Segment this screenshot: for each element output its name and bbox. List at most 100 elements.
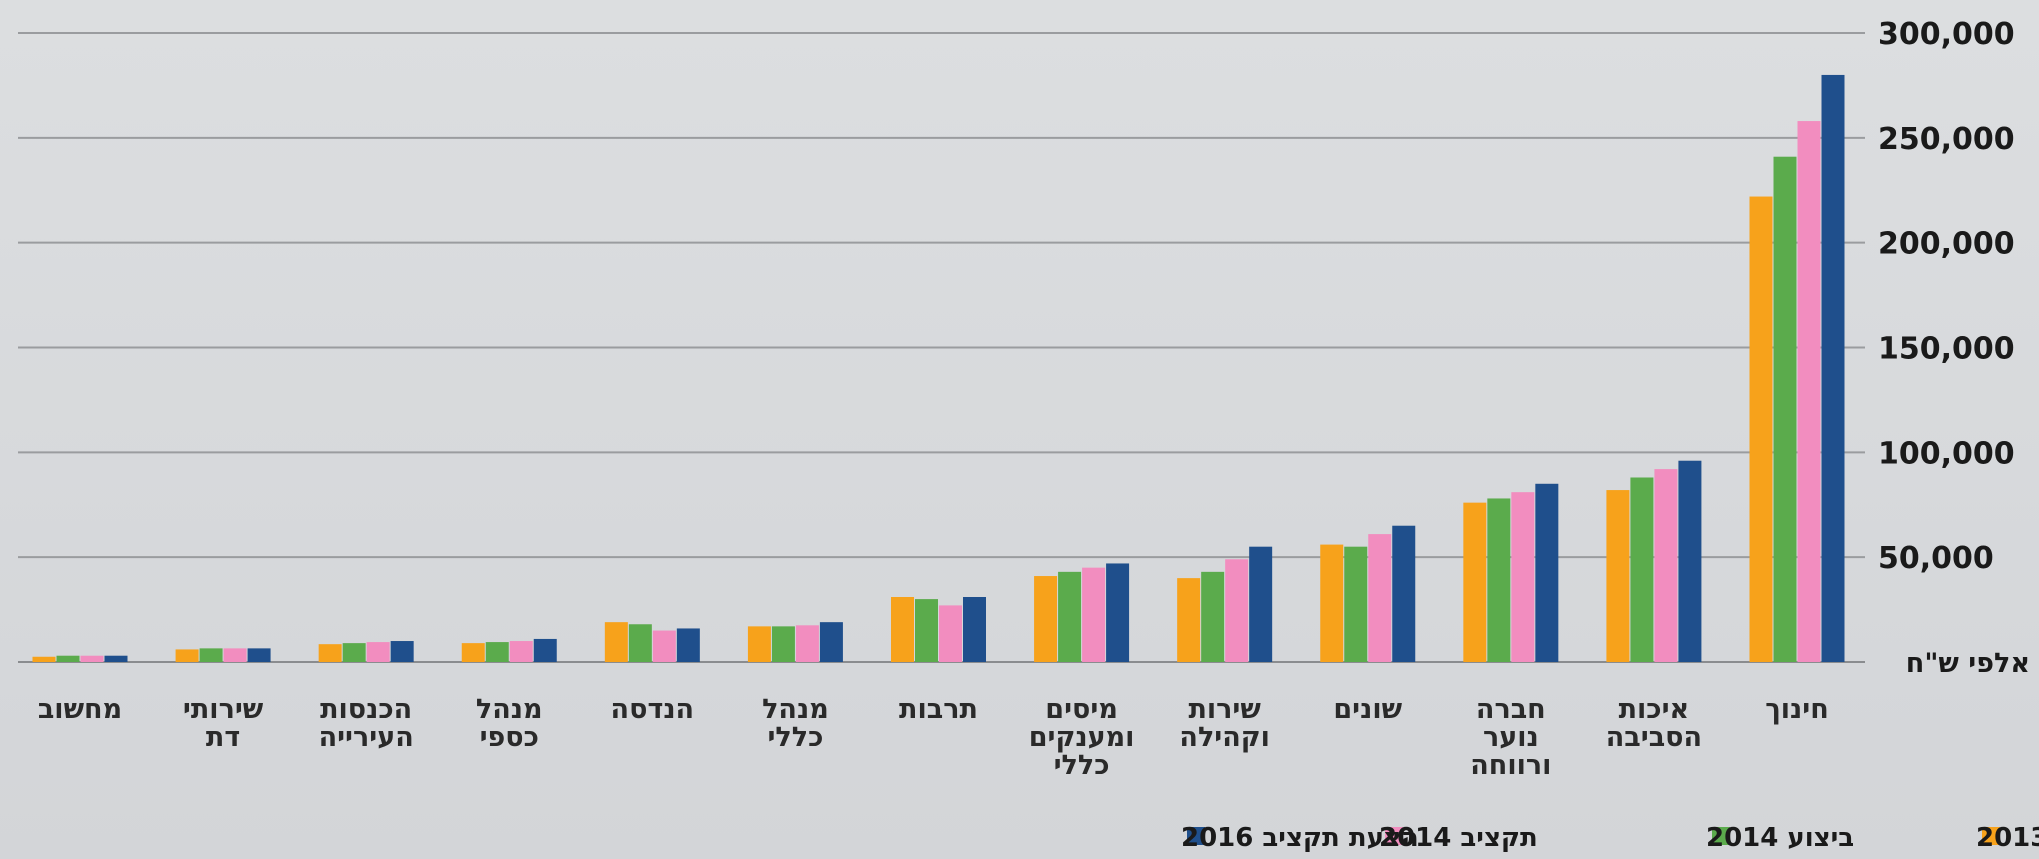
bar [1225,559,1249,662]
category-label: חברה נוער ורווחה [1470,694,1551,781]
bar [223,648,247,662]
bar [1177,578,1201,662]
bar [342,643,366,662]
bar [1630,477,1654,662]
bar [1201,571,1225,662]
legend-label: תקציב 2014 [1379,823,1538,853]
category-label: מיסים ומענקים כללי [1029,694,1135,781]
bar [1058,571,1082,662]
category-label: איכות הסביבה [1606,694,1702,753]
bar [1749,196,1773,663]
unit-label: אלפי ש"ח [1906,648,2030,679]
category-label-line: חינוך [1765,694,1829,725]
category-label-line: איכות [1619,694,1690,725]
category-label-line: שירות [1188,694,1261,725]
bar [1654,469,1678,662]
category-label-line: שירותי [183,694,264,725]
category-label-line: כללי [1054,750,1110,781]
bar [1344,546,1368,662]
bar [1606,490,1630,662]
category-labels: חינוך איכות הסביבה חברה נוער ורווחה שונים שירות… [38,694,1829,781]
bar [963,597,986,662]
category-label: מחשוב [38,694,122,725]
bar [1821,74,1845,662]
bar [1511,492,1535,662]
bar [366,642,390,662]
bar [461,643,485,662]
category-label-line: שונים [1333,694,1402,725]
bar [819,622,843,662]
category-label-line: העירייה [319,722,414,753]
bar [1320,544,1344,662]
bar [533,638,557,662]
bar [795,625,819,662]
bar [628,624,652,662]
category-label: תרבות [899,694,978,725]
category-label: הנדסה [611,694,695,725]
bar [652,630,676,662]
category-label-line: מנהל [762,694,829,725]
bar [676,628,700,662]
category-label-line: ומענקים [1029,722,1135,753]
category-label-line: וקהילה [1179,722,1270,753]
bar [1082,567,1106,662]
bar [485,642,509,662]
category-label: שונים [1333,694,1402,725]
legend-label: ביצוע 2014 [1706,823,1854,853]
category-label-line: הסביבה [1606,722,1702,753]
y-axis: 300,000 250,000 200,000 150,000 100,000 50,00… [1878,17,2015,576]
bar [915,599,938,662]
bar [104,655,128,662]
category-label-line: כללי [767,722,823,753]
category-label: שירותי דת [183,694,264,753]
bars [32,74,1845,663]
bar [771,626,795,662]
bar [1392,525,1416,662]
bar [747,626,771,662]
bar [1773,156,1797,662]
category-label: מנהל כללי [762,694,829,753]
bar [32,656,56,662]
bar [1678,460,1702,662]
legend-swatch [1982,827,2000,845]
bar [390,641,414,662]
bar [604,622,628,662]
y-tick-label: 250,000 [1878,122,2015,157]
legend-label: הצעת תקציב 2016 [1181,823,1419,853]
bar [1463,502,1487,662]
legend-swatch [1187,827,1205,845]
bar [1106,563,1130,662]
category-label-line: מחשוב [38,694,122,725]
legend-label: ביצוע 2013 [1976,823,2039,853]
bar [509,641,533,662]
bar [318,644,342,662]
bar [56,655,80,662]
category-label-line: הכנסות [320,694,412,725]
legend-swatch [1712,827,1730,845]
bar [1797,121,1821,662]
y-tick-label: 200,000 [1878,227,2015,262]
category-label: שירות וקהילה [1179,694,1270,753]
category-label-line: נוער [1483,722,1539,753]
category-label-line: תרבות [899,694,978,725]
category-label: חינוך [1765,694,1829,725]
bar [1487,498,1511,662]
bar [1249,546,1273,662]
bar [80,655,104,662]
bar [939,605,962,662]
y-tick-label: 100,000 [1878,436,2015,471]
category-label-line: ורווחה [1470,750,1551,781]
y-tick-label: 50,000 [1878,541,1994,576]
category-label-line: הנדסה [611,694,695,725]
category-label-line: כספי [480,722,539,753]
category-label-line: מנהל [476,694,543,725]
grid-lines [18,32,1865,663]
bar [1034,576,1058,662]
category-label: מנהל כספי [476,694,543,753]
category-label-line: מיסים [1045,694,1118,725]
legend-swatch [1385,827,1403,845]
bar [175,649,199,662]
category-label: הכנסות העירייה [319,694,414,753]
